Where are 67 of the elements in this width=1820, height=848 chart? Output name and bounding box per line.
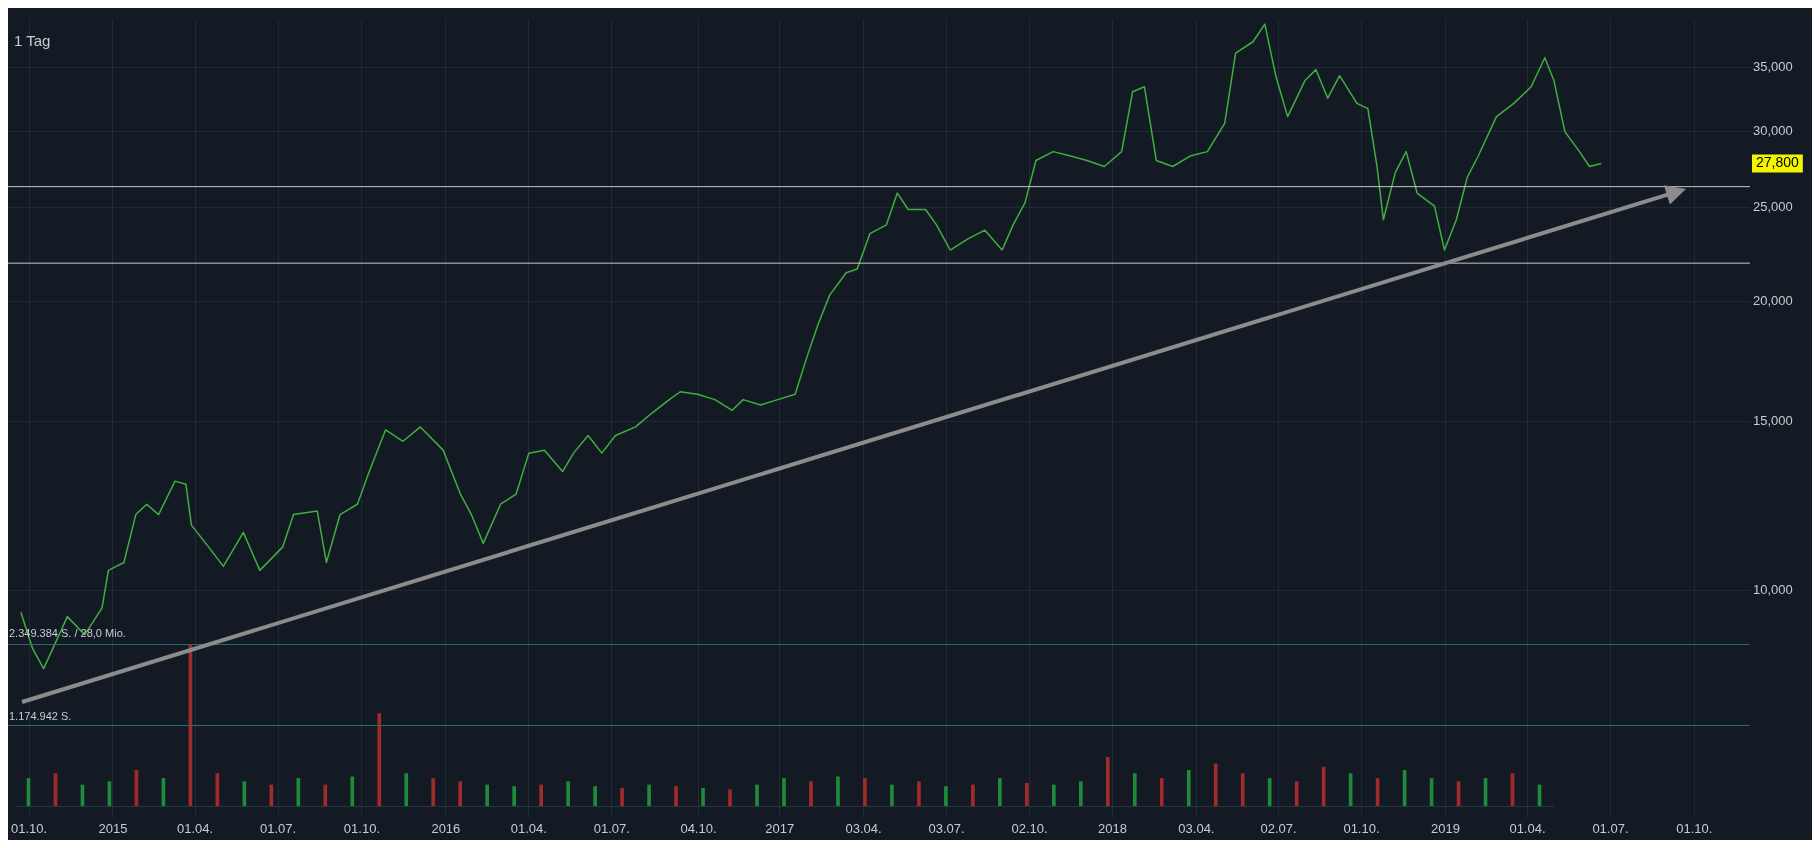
x-tick-label: 03.04. <box>1178 820 1215 836</box>
bar <box>593 786 597 806</box>
bar <box>539 784 543 806</box>
x-tick-label: 01.10. <box>1343 820 1380 836</box>
y-tick-label: 15,000 <box>1753 412 1793 428</box>
bar <box>350 776 355 806</box>
bar <box>944 786 948 806</box>
bar <box>782 778 786 806</box>
x-tick-label: 01.04. <box>176 820 214 836</box>
y-tick-label: 35,000 <box>1753 58 1793 74</box>
bar <box>512 786 517 806</box>
bar <box>1267 778 1272 806</box>
x-tick-label: 2017 <box>765 820 795 836</box>
bar <box>1105 757 1110 806</box>
x-tick-label: 03.04. <box>845 820 882 836</box>
bar <box>647 784 651 806</box>
bar <box>755 784 759 806</box>
bar <box>1186 770 1191 806</box>
text: 1 Tag <box>14 32 51 49</box>
x-tick-label: 01.10. <box>343 820 381 836</box>
bar <box>404 773 409 806</box>
x-tick-label: 2018 <box>1098 820 1127 836</box>
bar <box>458 781 463 806</box>
bar <box>1132 773 1137 806</box>
bar <box>728 789 732 806</box>
x-tick-label: 2016 <box>431 820 461 836</box>
bar <box>701 787 705 806</box>
ref-line-label: 1.174.942 S. <box>9 710 72 723</box>
bar <box>323 784 328 806</box>
y-tick-label: 25,000 <box>1753 199 1793 215</box>
bar <box>1051 784 1056 806</box>
bar <box>620 787 624 806</box>
x-tick-label: 01.07. <box>593 820 630 836</box>
bar <box>1025 782 1029 806</box>
bar <box>296 778 301 806</box>
x-tick-label: 2015 <box>98 820 128 836</box>
bar <box>674 786 678 806</box>
bar <box>1078 781 1083 806</box>
bar <box>998 778 1002 806</box>
bar <box>809 781 813 806</box>
x-tick-label: 04.10. <box>680 820 717 836</box>
bar <box>1240 773 1245 806</box>
text: 27,800 <box>1756 154 1800 171</box>
x-tick-label: 01.04. <box>1509 820 1546 836</box>
x-tick-label: 02.10. <box>1011 820 1048 836</box>
x-tick-label: 01.07. <box>259 820 297 836</box>
bar <box>917 781 921 806</box>
x-tick-label: 01.10. <box>1676 820 1713 836</box>
bar <box>1159 778 1164 806</box>
y-tick-label: 20,000 <box>1753 292 1793 308</box>
bar <box>431 778 436 806</box>
bar <box>485 784 490 806</box>
x-tick-label: 01.10. <box>10 820 48 836</box>
bar <box>377 713 382 806</box>
y-tick-label: 30,000 <box>1753 123 1793 139</box>
bar <box>1213 763 1218 806</box>
bar <box>566 781 570 806</box>
bar <box>971 784 975 806</box>
x-tick-label: 2019 <box>1430 820 1460 836</box>
x-tick-label: 02.07. <box>1260 820 1297 836</box>
y-tick-label: 10,000 <box>1753 582 1793 598</box>
x-tick-label: 01.04. <box>510 820 547 836</box>
x-tick-label: 01.07. <box>1592 820 1629 836</box>
bar <box>863 778 867 806</box>
x-tick-label: 03.07. <box>928 820 965 836</box>
bar <box>890 784 894 806</box>
bar <box>836 776 840 806</box>
